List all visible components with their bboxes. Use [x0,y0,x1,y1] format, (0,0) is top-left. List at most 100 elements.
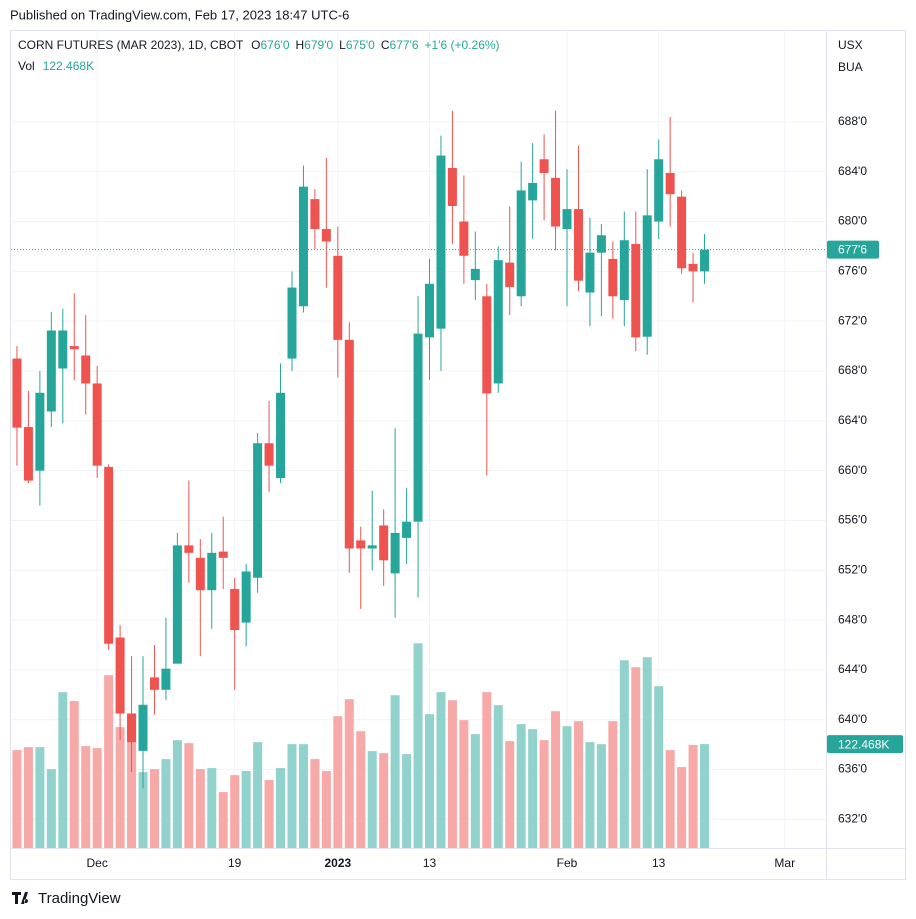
candle-body [333,255,343,340]
volume-bar [104,675,114,848]
volume-value: 122.468K [43,59,94,73]
candle-body [207,552,217,591]
volume-bar [562,726,572,848]
volume-bar [356,731,366,848]
candle-body [218,551,228,558]
x-tick-label: 2023 [324,856,351,870]
candle-body [241,571,251,623]
candle-body [516,190,526,297]
candle-body [356,540,366,549]
y-tick-label: 664'0 [838,413,867,427]
legend-prefix: O [251,38,260,52]
y-tick-label: 648'0 [838,612,867,626]
candle-body [276,392,286,479]
chart-frame [10,30,906,880]
legend-value: 677'6 [390,38,419,52]
candle-body [58,330,68,369]
y-tick-label: 644'0 [838,662,867,676]
y-tick-label: 684'0 [838,164,867,178]
candle-body [253,443,263,578]
legend-value: 679'0 [304,38,333,52]
candle-body [104,466,114,644]
last-volume-tag [827,735,903,754]
candle-body [447,167,457,206]
legend-value: 675'0 [346,38,375,52]
x-tick-label: Feb [557,856,578,870]
volume-bar [505,741,515,848]
volume-bar [665,750,675,848]
legend-prefix: H [296,38,305,52]
x-tick-label: Mar [774,856,795,870]
candle-body [81,355,91,384]
volume-bar [573,721,583,848]
candle-body [35,392,45,471]
candle-body [551,177,561,227]
candle-body [619,240,629,301]
volume-bar [310,759,320,848]
candle-body [402,521,412,538]
candle-body [69,346,79,350]
candle-body [596,235,606,253]
volume-bar [447,700,457,848]
candle-body [436,155,446,329]
candle-body [665,172,675,195]
y-tick-label: 672'0 [838,313,867,327]
candle-body [138,704,148,751]
volume-legend: Vol 122.468K [18,59,94,73]
volume-bar [470,734,480,848]
candle-body [413,333,423,522]
x-tick-label: 19 [228,856,242,870]
volume-bar [161,759,171,848]
volume-bar [631,667,641,848]
volume-bar [149,769,159,848]
x-tick-label: Dec [87,856,108,870]
candle-body [539,159,549,173]
candle-body [425,283,435,338]
legend-change: +1'6 (+0.26%) [425,38,500,52]
last-volume-label: 122.468K [838,737,889,751]
y-tick-label: 660'0 [838,463,867,477]
volume-bar [58,692,68,848]
candle-body [287,287,297,359]
last-price-label: 677'6 [838,243,867,257]
volume-bar [69,701,79,848]
volume-bar [81,746,91,848]
y-tick-label: 656'0 [838,513,867,527]
candle-body [149,677,159,690]
candle-body [677,196,687,269]
volume-bar [92,748,102,848]
candle-body [528,182,538,201]
volume-bar [298,744,308,848]
candle-body [184,545,194,553]
volume-bar [402,754,412,848]
unit: BUA [838,60,863,74]
y-tick-label: 636'0 [838,762,867,776]
candle-body [127,713,137,743]
volume-bar [700,744,710,848]
volume-bar [344,699,354,848]
y-tick-label: 632'0 [838,812,867,826]
candle-body [172,545,182,664]
candle-body [642,215,652,337]
last-price-tag [827,240,879,259]
volume-bar [608,721,618,848]
y-tick-label: 652'0 [838,562,867,576]
candle-body [573,209,583,281]
volume-bar [230,775,240,848]
candle-body [321,229,331,242]
volume-bar [23,747,33,848]
candle-body [654,159,664,222]
x-tick-label: 13 [652,856,666,870]
candle-body [367,545,377,549]
candle-body [608,258,618,297]
volume-bar [528,729,538,848]
candle-body [631,243,641,338]
y-tick-label: 680'0 [838,214,867,228]
volume-bar [333,716,343,848]
candle-body [230,588,240,631]
volume-bar [379,753,389,848]
y-tick-label: 676'0 [838,264,867,278]
candle-body [688,263,698,272]
volume-bar [241,771,251,848]
volume-bar [207,768,217,848]
